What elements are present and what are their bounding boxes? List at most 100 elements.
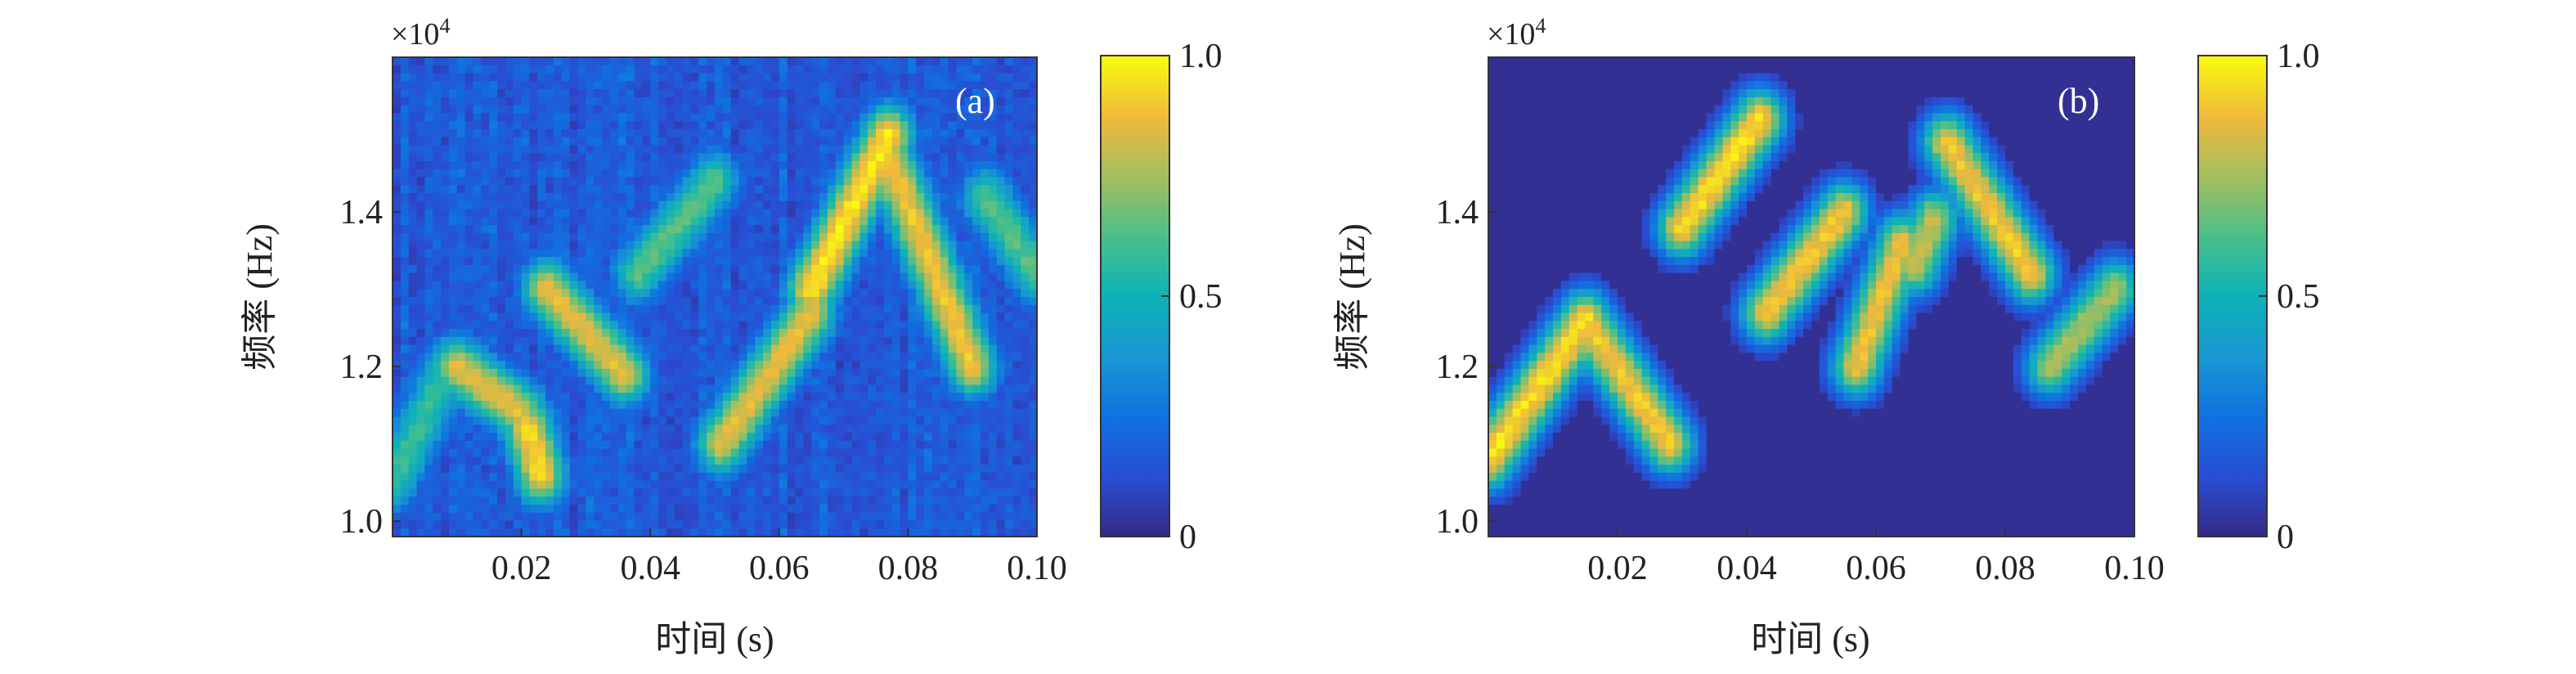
heatmap-cell (698, 128, 707, 138)
heatmap-cell (988, 217, 998, 226)
heatmap-cell (859, 73, 868, 82)
heatmap-cell (569, 81, 579, 90)
heatmap-cell (674, 137, 684, 146)
heatmap-cell (690, 145, 699, 154)
heatmap-cell (819, 289, 828, 298)
heatmap-cell (400, 177, 410, 186)
heatmap-cell (424, 113, 433, 122)
heatmap-cell (770, 344, 780, 353)
heatmap-cell (561, 249, 571, 258)
heatmap-cell (876, 497, 885, 506)
heatmap-cell (722, 344, 732, 353)
heatmap-cell (569, 289, 579, 298)
heatmap-cell (489, 312, 498, 321)
heatmap-cell (883, 465, 893, 474)
heatmap-cell (650, 240, 659, 249)
heatmap-cell (602, 240, 611, 249)
heatmap-cell (988, 368, 998, 378)
heatmap-cell (586, 312, 595, 321)
heatmap-cell (972, 168, 981, 178)
heatmap-cell (916, 81, 925, 90)
heatmap-cell (634, 272, 643, 282)
heatmap-cell (956, 408, 965, 418)
heatmap-cell (561, 105, 571, 114)
heatmap-cell (916, 200, 925, 210)
heatmap-cell (489, 456, 498, 465)
heatmap-cell (497, 384, 506, 393)
heatmap-cell (707, 393, 716, 402)
heatmap-cell (505, 520, 514, 529)
heatmap-cell (715, 97, 724, 106)
heatmap-cell (497, 329, 506, 338)
heatmap-cell (981, 289, 990, 298)
heatmap-cell (819, 81, 828, 90)
heatmap-cell (900, 281, 909, 290)
heatmap-cell (900, 145, 909, 154)
heatmap-cell (505, 137, 514, 146)
heatmap-cell (715, 113, 724, 122)
heatmap-cell (747, 128, 756, 138)
heatmap-cell (642, 344, 651, 353)
heatmap-cell (1021, 504, 1030, 514)
heatmap-cell (964, 408, 973, 418)
heatmap-cell (602, 81, 611, 90)
heatmap-cell (843, 217, 853, 226)
heatmap-cell (1029, 81, 1038, 90)
heatmap-cell (393, 528, 402, 537)
heatmap-cell (602, 344, 611, 353)
heatmap-cell (876, 512, 885, 522)
heatmap-cell (1004, 257, 1014, 266)
heatmap-cell (715, 321, 724, 330)
heatmap-cell (690, 425, 699, 434)
heatmap-cell (891, 393, 901, 402)
heatmap-cell (715, 257, 724, 266)
heatmap-cell (642, 440, 651, 450)
heatmap-cell (634, 281, 643, 290)
heatmap-cell (859, 57, 868, 66)
heatmap-cell (940, 264, 949, 274)
heatmap-cell (569, 217, 579, 226)
heatmap-cell (569, 433, 579, 442)
heatmap-cell (594, 145, 603, 154)
heatmap-cell (811, 128, 820, 138)
heatmap-cell (900, 264, 909, 274)
heatmap-cell (650, 480, 659, 489)
heatmap-cell (464, 225, 474, 234)
heatmap-cell (795, 528, 804, 537)
heatmap-cell (956, 456, 965, 465)
heatmap-cell (666, 289, 675, 298)
heatmap-cell (473, 425, 482, 434)
heatmap-cell (650, 217, 659, 226)
heatmap-cell (924, 113, 933, 122)
heatmap-cell (835, 297, 845, 306)
heatmap-cell (972, 400, 981, 410)
heatmap-cell (658, 440, 667, 450)
heatmap-cell (456, 488, 466, 497)
heatmap-cell (868, 408, 877, 418)
heatmap-cell (441, 177, 450, 186)
heatmap-cell (931, 145, 941, 154)
heatmap-cell (634, 465, 643, 474)
heatmap-cell (408, 312, 418, 321)
heatmap-cell (577, 73, 586, 82)
heatmap-cell (883, 304, 893, 314)
heatmap-cell (972, 137, 981, 146)
heatmap-cell (715, 281, 724, 290)
heatmap-cell (424, 520, 433, 529)
heatmap-cell (626, 81, 635, 90)
heatmap-cell (1029, 209, 1038, 218)
heatmap-cell (586, 193, 595, 202)
heatmap-cell (441, 145, 450, 154)
heatmap-cell (473, 105, 482, 114)
heatmap-cell (408, 440, 418, 450)
heatmap-cell (642, 336, 651, 346)
heatmap-cell (964, 185, 973, 194)
x-tick-label: 0.06 (749, 550, 810, 587)
heatmap-cell (908, 281, 917, 290)
heatmap-cell (747, 520, 756, 529)
heatmap-cell (1012, 528, 1021, 537)
heatmap-cell (464, 264, 474, 274)
heatmap-cell (674, 368, 684, 378)
heatmap-cell (730, 456, 740, 465)
heatmap-cell (537, 361, 546, 370)
